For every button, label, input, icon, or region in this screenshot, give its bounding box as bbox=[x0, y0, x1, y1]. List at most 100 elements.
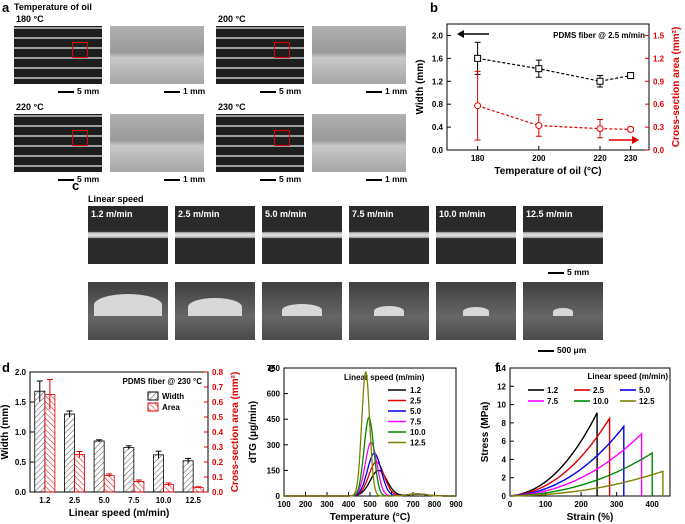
e-xtick-label-5: 600 bbox=[385, 500, 399, 509]
b-ytick-label-3: 1.2 bbox=[432, 77, 444, 86]
f-legend-label-4: 10.0 bbox=[593, 397, 609, 406]
d-ytick-label-1: 0.5 bbox=[15, 458, 27, 467]
d-xtick-label-3: 7.5 bbox=[128, 496, 140, 505]
zoom-photo-1 bbox=[312, 26, 406, 84]
b-y2tick-label-2: 0.6 bbox=[653, 100, 665, 109]
fiber-photo-3 bbox=[349, 206, 429, 264]
f-legend-label-0: 1.2 bbox=[547, 386, 559, 395]
zoom-box-1 bbox=[274, 42, 290, 58]
f-xtick-label-1: 100 bbox=[539, 500, 553, 509]
d-legend-label-1: Area bbox=[162, 403, 180, 412]
b-arrow-left-head bbox=[457, 30, 464, 38]
e-xtick-label-6: 700 bbox=[406, 500, 420, 509]
e-xlabel: Temperature (°C) bbox=[330, 512, 411, 523]
e-xtick-label-2: 300 bbox=[320, 500, 334, 509]
panel-c-scale-bottom: 500 μm bbox=[538, 345, 586, 355]
e-legend-label-2: 5.0 bbox=[410, 407, 422, 416]
d-bar-area-2 bbox=[103, 475, 115, 493]
e-ylabel: dTG (μg/min) bbox=[248, 401, 259, 463]
cross-section-shape-0 bbox=[94, 294, 162, 316]
f-legend-label-1: 2.5 bbox=[593, 386, 605, 395]
b-ytick-label-2: 0.8 bbox=[432, 100, 444, 109]
b-series-0-line bbox=[477, 57, 631, 82]
e-legend-label-4: 10.0 bbox=[410, 428, 426, 437]
b-xlabel: Temperature of oil (°C) bbox=[494, 166, 601, 177]
b-ylabel: Width (mm) bbox=[415, 60, 426, 115]
cross-section-shape-2 bbox=[282, 304, 322, 316]
d-legend-swatch-0 bbox=[147, 391, 159, 401]
f-ytick-label-5: 10 bbox=[497, 401, 506, 410]
d-xtick-label-5: 12.5 bbox=[185, 496, 201, 505]
zoom-box-2 bbox=[72, 130, 88, 146]
zoom-box-0 bbox=[72, 42, 88, 58]
speed-label-4: 10.0 m/min bbox=[439, 209, 486, 219]
scale-right-0: 1 mm bbox=[164, 86, 205, 96]
b-width-point-2 bbox=[596, 77, 604, 85]
d-xtick-label-1: 2.5 bbox=[69, 496, 81, 505]
f-legend-label-3: 7.5 bbox=[547, 397, 559, 406]
speed-label-2: 5.0 m/min bbox=[265, 209, 307, 219]
scale-left-0: 5 mm bbox=[58, 86, 99, 96]
d-y2tick-label-6: 0.6 bbox=[212, 398, 224, 407]
b-xtick-label-1: 200 bbox=[532, 154, 546, 163]
e-ytick-label-0: 0 bbox=[276, 492, 281, 501]
e-xtick-label-8: 900 bbox=[449, 500, 463, 509]
d-bar-width-4 bbox=[153, 454, 164, 493]
d-y2tick-label-0: 0.0 bbox=[212, 488, 224, 497]
e-series-5.0-line bbox=[284, 452, 456, 497]
d-ylabel: Width (mm) bbox=[0, 405, 11, 460]
f-series-10.0-line bbox=[509, 451, 653, 497]
d-y2tick-label-5: 0.5 bbox=[212, 413, 224, 422]
d-xlabel: Linear speed (m/min) bbox=[69, 508, 170, 519]
scale-right-2: 1 mm bbox=[164, 174, 205, 184]
speed-label-0: 1.2 m/min bbox=[91, 209, 133, 219]
d-xtick-label-4: 10.0 bbox=[156, 496, 172, 505]
f-ytick-label-3: 6 bbox=[502, 437, 507, 446]
panel-c-scale-top: 5 mm bbox=[548, 267, 589, 277]
e-xtick-label-4: 500 bbox=[363, 500, 377, 509]
f-ytick-label-2: 4 bbox=[502, 455, 507, 464]
scale-left-3: 5 mm bbox=[260, 174, 301, 184]
b-y2tick-label-0: 0.0 bbox=[653, 146, 665, 155]
f-ylabel: Stress (MPa) bbox=[480, 402, 491, 463]
f-xtick-label-2: 200 bbox=[574, 500, 588, 509]
b-area-point-0 bbox=[474, 102, 482, 110]
cross-section-photo-1 bbox=[175, 282, 255, 340]
panel-e-letter: e bbox=[268, 360, 275, 375]
speed-label-5: 12.5 m/min bbox=[526, 209, 573, 219]
e-legend-label-1: 2.5 bbox=[410, 397, 422, 406]
cross-section-photo-0 bbox=[88, 282, 168, 340]
fiber-photo-2 bbox=[262, 206, 342, 264]
d-ytick-label-4: 2.0 bbox=[15, 368, 27, 377]
cross-section-shape-5 bbox=[553, 308, 573, 316]
b-area-point-1 bbox=[535, 122, 543, 130]
fiber-photo-0 bbox=[88, 206, 168, 264]
f-legend-label-2: 5.0 bbox=[639, 386, 651, 395]
f-legend-label-5: 12.5 bbox=[639, 397, 655, 406]
cross-section-photo-3 bbox=[349, 282, 429, 340]
f-ytick-label-6: 12 bbox=[497, 382, 506, 391]
b-area-point-3 bbox=[627, 125, 635, 133]
cross-section-photo-5 bbox=[523, 282, 603, 340]
cross-section-shape-1 bbox=[188, 298, 242, 316]
cross-section-shape-3 bbox=[374, 306, 404, 316]
b-width-point-1 bbox=[535, 65, 543, 73]
zoom-box-3 bbox=[274, 130, 290, 146]
d-bar-area-1 bbox=[74, 454, 85, 493]
b-y2tick-label-3: 0.9 bbox=[653, 77, 665, 86]
d-bar-area-3 bbox=[133, 481, 145, 493]
f-xtick-label-0: 0 bbox=[508, 500, 513, 509]
e-series-12.5-line bbox=[284, 371, 456, 497]
b-y2tick-label-5: 1.5 bbox=[653, 31, 665, 40]
panel-f-frame bbox=[509, 367, 671, 497]
f-series-2.5-line bbox=[509, 415, 611, 497]
e-ytick-label-2: 300 bbox=[267, 441, 281, 450]
panel-b-letter: b bbox=[430, 0, 438, 15]
f-series-1.2-line bbox=[509, 412, 598, 497]
scale-right-3: 1 mm bbox=[366, 174, 407, 184]
d-y2label: Cross-section area (mm²) bbox=[230, 372, 241, 493]
b-ytick-label-4: 1.6 bbox=[432, 54, 444, 63]
d-xtick-label-0: 1.2 bbox=[39, 496, 51, 505]
b-y2tick-label-1: 0.3 bbox=[653, 123, 665, 132]
scale-left-2: 5 mm bbox=[58, 174, 99, 184]
